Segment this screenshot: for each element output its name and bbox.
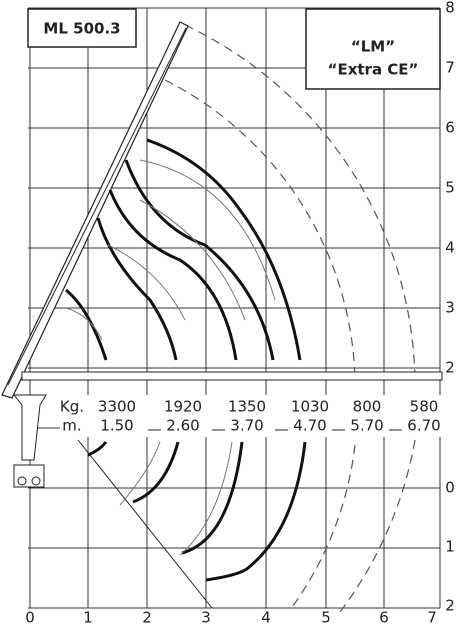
load-value: 800 — [353, 398, 382, 416]
y-label: 2 — [445, 597, 455, 615]
load-value: 580 — [410, 398, 439, 416]
reach-arc — [164, 79, 356, 381]
load-curve — [108, 189, 238, 361]
load-curve — [87, 441, 108, 457]
title: ML 500.3 — [43, 20, 120, 38]
y-label: 0 — [445, 479, 455, 497]
x-label: 2 — [142, 609, 152, 627]
reach-arc — [184, 24, 416, 381]
tip-curve — [139, 199, 246, 321]
extension-bar — [21, 371, 443, 381]
note-line: “LM” — [351, 38, 395, 56]
y-label: 7 — [445, 59, 455, 77]
load-curve — [96, 217, 178, 361]
load-value: 1920 — [164, 398, 202, 416]
y-label: 8 — [445, 0, 455, 17]
reach-value: 3.70 — [230, 417, 263, 435]
reach-label: m. — [62, 417, 81, 435]
x-label: 0 — [25, 609, 35, 627]
y-label: 2 — [445, 359, 455, 377]
tip-curve — [119, 441, 161, 506]
column — [12, 394, 47, 461]
x-label: 5 — [321, 609, 331, 627]
reach-value: 4.70 — [293, 417, 326, 435]
y-label: 5 — [445, 179, 455, 197]
reach-arc — [289, 444, 356, 611]
y-label: 6 — [445, 119, 455, 137]
boom-line — [7, 27, 187, 386]
title-box — [27, 8, 137, 48]
wheel — [17, 476, 27, 486]
x-label: 6 — [379, 609, 389, 627]
load-curve — [132, 441, 180, 504]
reach-value: 5.70 — [350, 417, 383, 435]
x-label: 1 — [83, 609, 93, 627]
load-curve — [124, 159, 275, 361]
y-label: 1 — [445, 538, 455, 556]
load-value: 1350 — [228, 398, 266, 416]
x-label: 7 — [427, 609, 437, 627]
load-curve — [65, 288, 108, 361]
y-label: 4 — [445, 239, 455, 257]
note-line: “Extra CE” — [328, 61, 419, 79]
table: 3300 1920 1350 1030 800 580 1.50 2.60 3.70 4.70 5.… — [98, 398, 441, 435]
load-value: 3300 — [98, 398, 136, 416]
load-curve — [181, 441, 244, 555]
load-curve — [146, 138, 302, 361]
load-value: 1030 — [291, 398, 329, 416]
y-label: 3 — [445, 299, 455, 317]
reach-value: 2.60 — [166, 417, 199, 435]
tip-curve — [179, 441, 233, 556]
note-box — [305, 8, 441, 90]
lower-boom — [77, 439, 213, 609]
tip-curve — [139, 159, 276, 301]
grid — [28, 7, 441, 609]
x-label: 3 — [201, 609, 211, 627]
reach-arc — [339, 439, 416, 613]
x-label: 4 — [261, 609, 271, 627]
tip-curve — [107, 244, 186, 321]
load-curve — [205, 441, 307, 582]
reach-value: 1.50 — [100, 417, 133, 435]
tip-curve — [65, 307, 103, 341]
reach-value: 6.70 — [407, 417, 440, 435]
base — [13, 464, 45, 488]
load-label: Kg. — [60, 398, 84, 416]
table-bg — [60, 395, 445, 437]
axes: 0 1 2 3 4 5 6 7 8 7 6 5 4 3 2 0 1 2 — [25, 0, 455, 627]
wheel — [31, 476, 41, 486]
